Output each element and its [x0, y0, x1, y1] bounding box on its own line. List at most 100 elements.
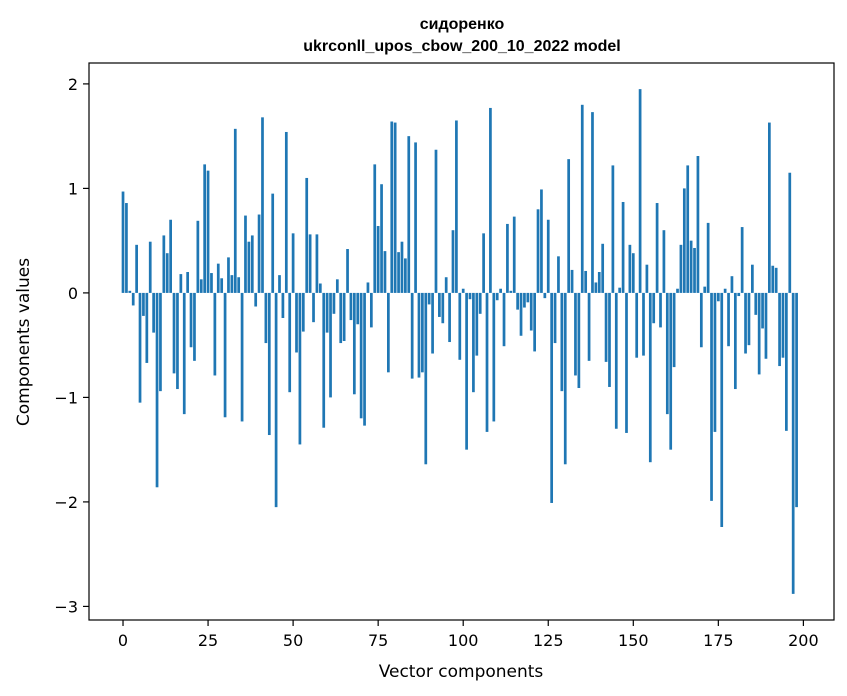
bar [349, 292, 353, 321]
bar [434, 149, 438, 293]
bar [407, 136, 411, 293]
bar [785, 292, 788, 431]
bar [682, 188, 686, 293]
bar [550, 292, 554, 503]
bar [380, 184, 383, 293]
bar [512, 216, 516, 293]
bar [506, 223, 509, 293]
bar [373, 164, 377, 293]
bar [540, 189, 543, 293]
x-tick-label: 75 [368, 631, 388, 650]
bar [696, 156, 700, 293]
bar [546, 219, 550, 293]
bar [397, 252, 400, 293]
bar [778, 292, 781, 367]
bar [472, 292, 475, 393]
bar [233, 128, 237, 293]
bar [131, 292, 135, 306]
bar [291, 233, 295, 293]
bar [716, 292, 720, 302]
bar [227, 257, 230, 293]
bar [570, 269, 574, 293]
bars-group [121, 89, 798, 594]
bar [230, 275, 234, 293]
bar [363, 292, 366, 426]
y-tick-label: 2 [68, 75, 78, 94]
bar [223, 292, 227, 418]
bar [182, 292, 186, 415]
bar [461, 288, 465, 293]
bar [329, 292, 332, 398]
bar [628, 244, 632, 293]
bar [689, 240, 693, 293]
bar [186, 272, 190, 293]
bar [359, 292, 363, 419]
bar [509, 290, 513, 293]
bar [431, 292, 434, 354]
x-tick-label: 200 [788, 631, 819, 650]
x-tick-label: 50 [283, 631, 303, 650]
bar [523, 292, 526, 308]
bar [485, 292, 489, 432]
bar [591, 112, 594, 293]
bar [145, 292, 149, 363]
y-tick-label: 0 [68, 284, 78, 303]
bar [121, 191, 125, 293]
bar [315, 234, 319, 293]
bar [152, 292, 155, 333]
bar [444, 277, 448, 293]
bar [199, 279, 203, 293]
bar [761, 292, 764, 329]
bar [465, 292, 468, 450]
bar [492, 292, 496, 422]
bar [312, 292, 315, 323]
bar [526, 292, 530, 303]
bar [672, 292, 676, 368]
bar [703, 286, 707, 293]
bar [648, 292, 652, 463]
bar [720, 292, 724, 527]
bar [635, 292, 639, 358]
bar [390, 121, 394, 293]
bar [679, 244, 683, 293]
bar [536, 209, 540, 293]
bar [574, 292, 577, 376]
bar [587, 292, 591, 361]
bar [352, 292, 356, 395]
bar [247, 241, 251, 293]
bar [567, 159, 571, 293]
bar [424, 292, 428, 465]
bar [489, 107, 492, 293]
bar [138, 292, 142, 403]
bar [210, 273, 213, 293]
bar [693, 247, 696, 293]
bar [410, 292, 414, 379]
bar [298, 292, 302, 445]
bar [482, 233, 485, 293]
bar [621, 201, 625, 293]
bar [264, 292, 268, 344]
y-axis-ticks: −3 −2 −1 0 1 2 [54, 75, 89, 616]
bar [332, 292, 336, 314]
bar [611, 165, 615, 293]
bar [754, 292, 758, 315]
bar [451, 230, 455, 293]
y-axis-label: Components values [14, 258, 34, 426]
bar [788, 172, 792, 293]
bar [339, 292, 343, 344]
bar [706, 222, 710, 293]
bar [560, 292, 564, 392]
bar [529, 292, 533, 331]
bar [723, 288, 727, 293]
bar [142, 292, 145, 316]
x-tick-label: 150 [618, 631, 649, 650]
bar [213, 292, 217, 376]
bar [468, 292, 472, 300]
bar [346, 249, 349, 293]
bar [730, 276, 734, 293]
x-tick-label: 125 [533, 631, 564, 650]
bar [737, 292, 741, 297]
y-tick-label: 1 [68, 179, 78, 198]
x-tick-label: 0 [118, 631, 128, 650]
